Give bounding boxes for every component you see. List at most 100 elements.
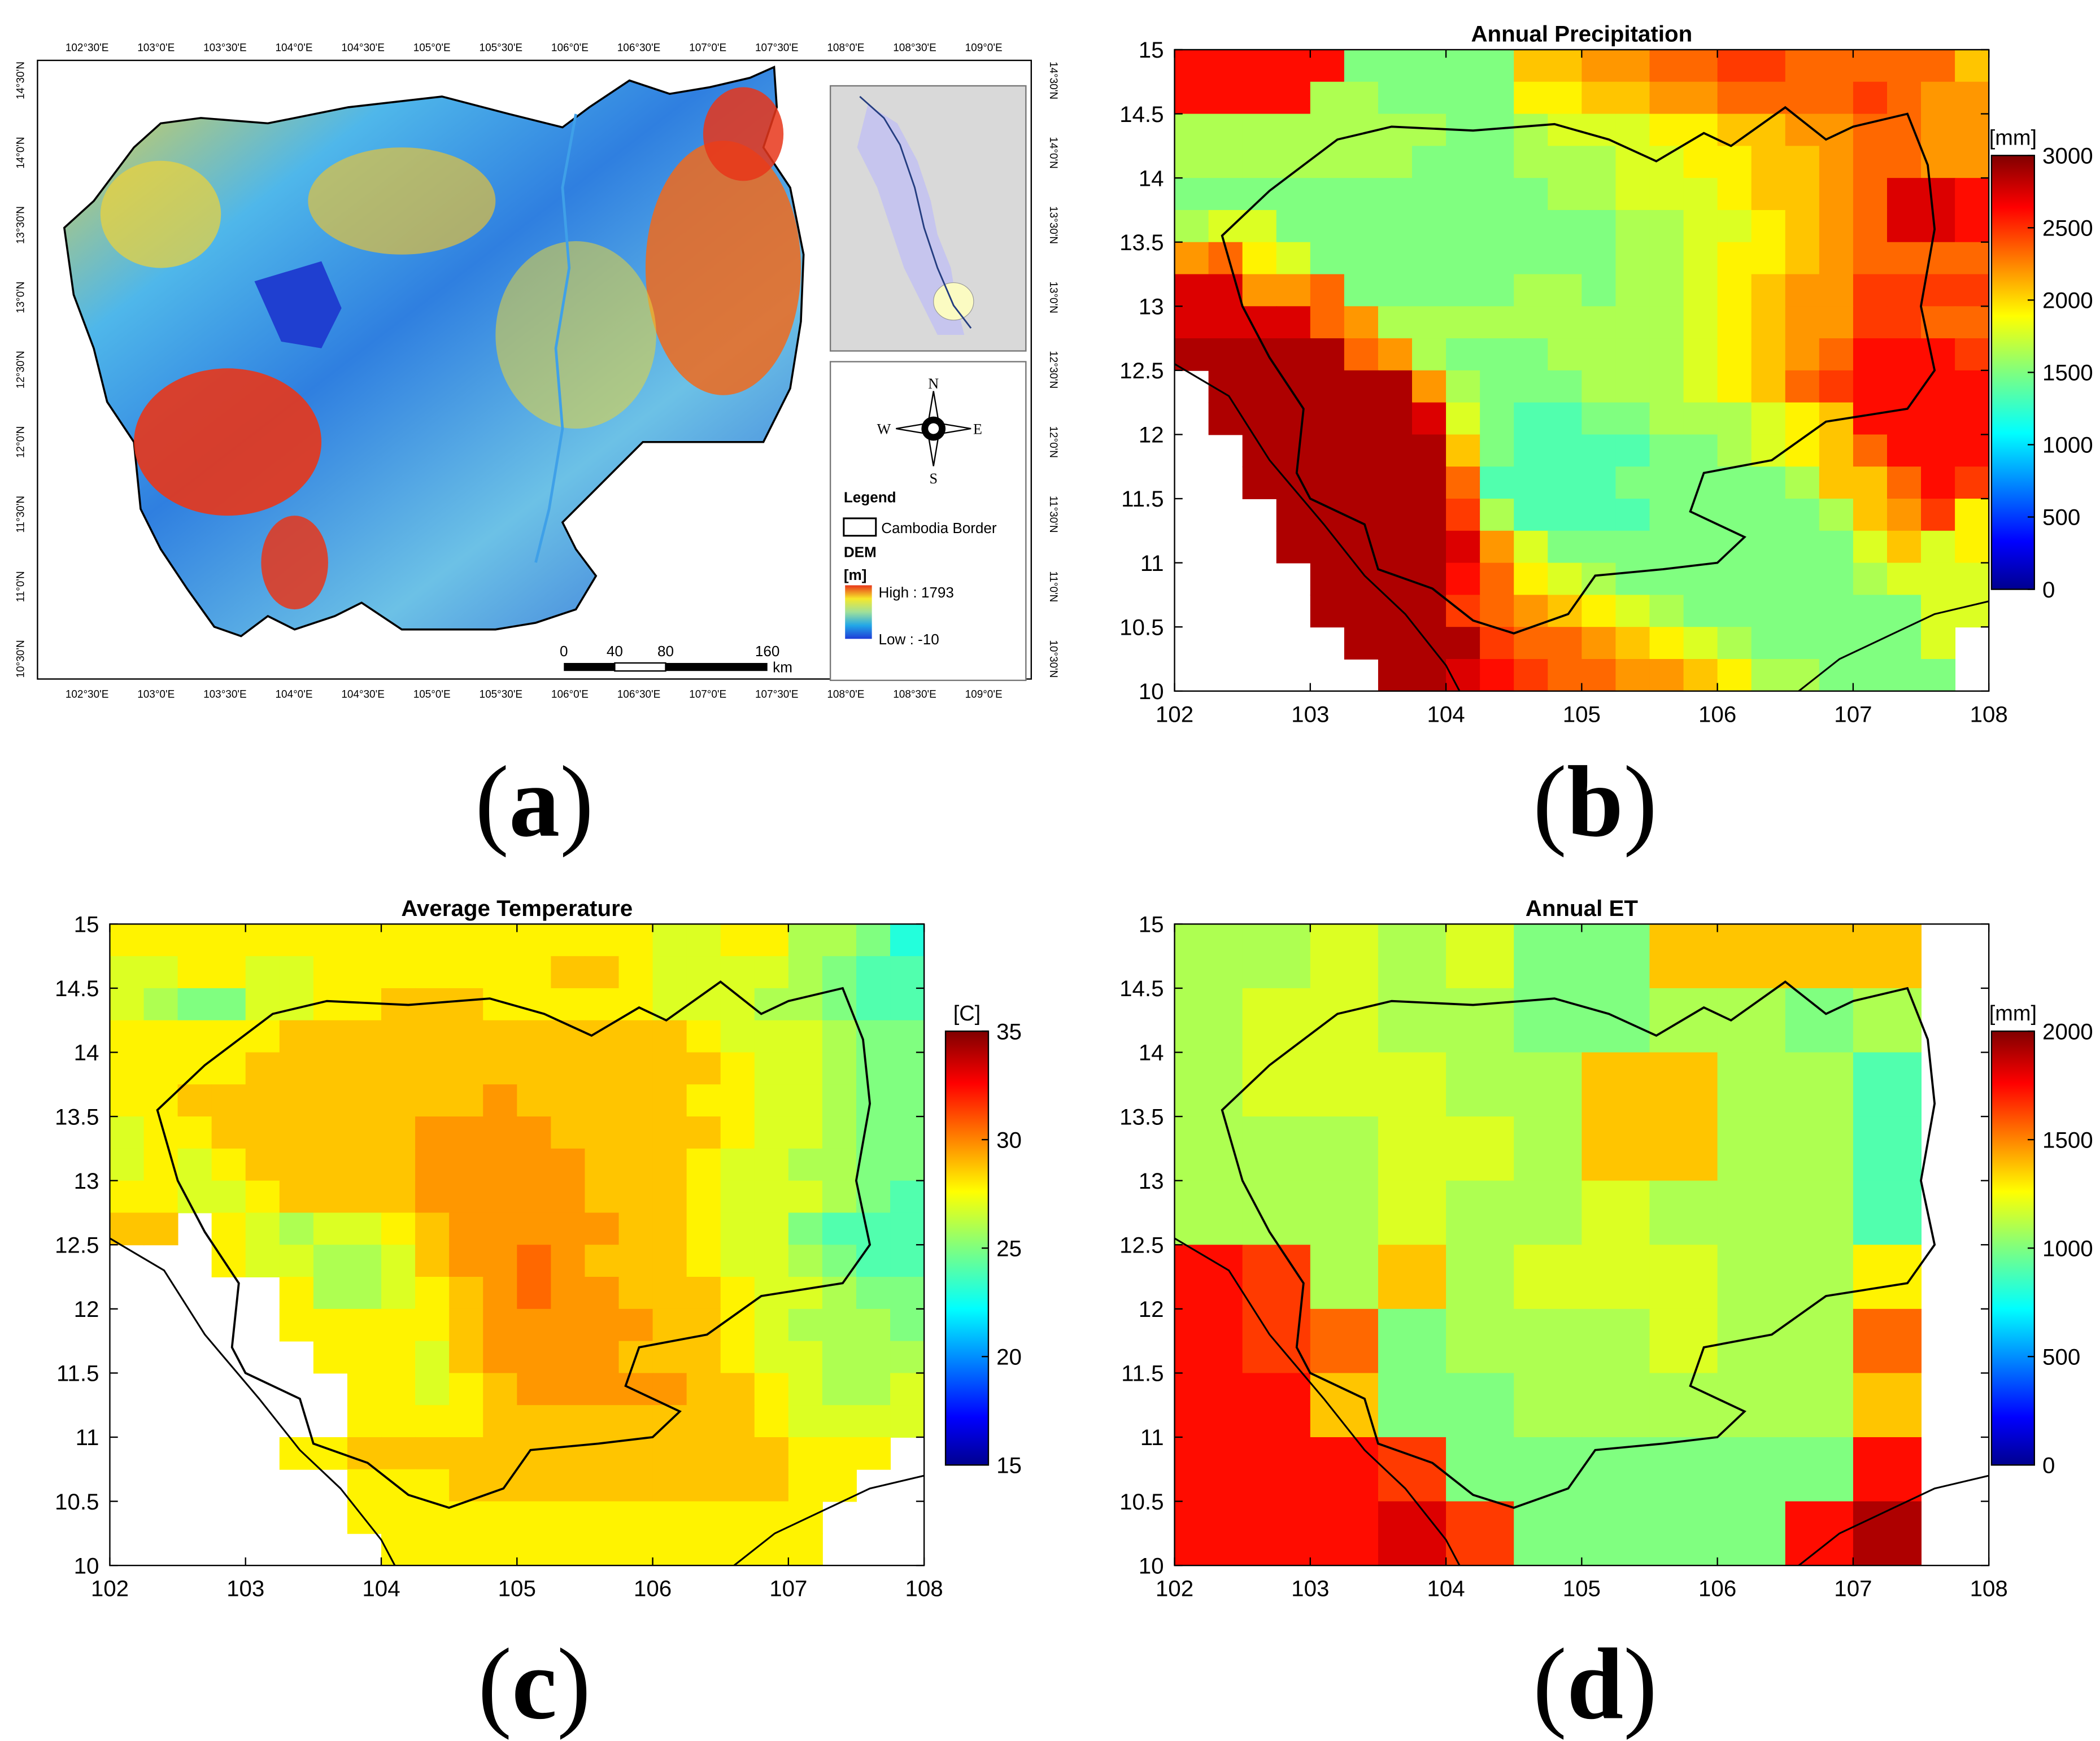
heatmap-cell — [1886, 146, 1922, 179]
heatmap-cell — [1446, 81, 1481, 115]
lat-tick-left: 13°0'N — [15, 281, 27, 313]
heatmap-cell — [1581, 1373, 1650, 1438]
heatmap-cell — [415, 1405, 450, 1438]
heatmap-cell — [1446, 210, 1481, 243]
heatmap-cell — [1174, 988, 1243, 1053]
heatmap-cell — [517, 1308, 552, 1342]
colorbar — [1990, 1030, 2035, 1466]
heatmap-cell — [1683, 210, 1718, 243]
heatmap-cell — [1412, 370, 1447, 403]
heatmap-cell — [1548, 81, 1583, 115]
heatmap-cell — [1581, 306, 1617, 339]
heatmap-cell — [1615, 242, 1650, 275]
lon-tick-bottom: 108°30'E — [893, 689, 936, 701]
compass-e: E — [973, 421, 982, 437]
heatmap-cell — [1344, 466, 1379, 499]
heatmap-cell — [381, 956, 416, 989]
heatmap-cell — [585, 1148, 620, 1181]
legend-dem-high: High : 1793 — [878, 584, 953, 601]
heatmap-cell — [1581, 595, 1617, 628]
heatmap-cell — [1615, 530, 1650, 564]
heatmap-cell — [1955, 530, 1990, 564]
heatmap-cell — [618, 1308, 653, 1342]
heatmap-cell — [1276, 530, 1311, 564]
heatmap-cell — [1242, 210, 1277, 243]
heatmap-cell — [754, 1308, 789, 1342]
heatmap-cell — [381, 1148, 416, 1181]
heatmap-cell — [1514, 114, 1549, 147]
heatmap-cell — [618, 1116, 653, 1149]
heatmap-cell — [686, 1405, 721, 1438]
heatmap-cell — [245, 1052, 280, 1085]
heatmap-cell — [754, 988, 789, 1021]
heatmap-cell — [1649, 338, 1684, 371]
heatmap-cell — [1921, 627, 1956, 660]
cambodia-border — [1221, 980, 1936, 1509]
heatmap-cell — [483, 1116, 518, 1149]
heatmap-cell — [1853, 210, 1888, 243]
heatmap-cell — [1615, 658, 1650, 692]
coastline — [1174, 363, 1461, 691]
y-tick-label: 14 — [1139, 165, 1164, 191]
heatmap-cell — [1853, 306, 1888, 339]
heatmap-cell — [1581, 242, 1617, 275]
heatmap-cell — [1683, 274, 1718, 307]
heatmap-cell — [551, 1405, 586, 1438]
heatmap-cell — [313, 1180, 348, 1214]
heatmap-cell — [1514, 924, 1583, 989]
heatmap-cell — [551, 1084, 586, 1118]
heatmap-cell — [517, 1533, 552, 1567]
y-tick-label: 12.5 — [1119, 1232, 1164, 1258]
heatmap-cell — [1853, 499, 1888, 531]
heatmap-cell — [110, 956, 145, 989]
lon-tick-top: 105°0'E — [413, 42, 451, 54]
heatmap-cell — [856, 924, 891, 957]
heatmap-cell — [890, 1180, 925, 1214]
heatmap-cell — [1785, 466, 1820, 499]
heatmap-cell — [1581, 402, 1617, 435]
heatmap-cell — [1378, 627, 1413, 660]
heatmap-cell — [415, 1373, 450, 1406]
heatmap-cell — [720, 1020, 755, 1053]
heatmap-cell — [686, 1084, 721, 1118]
inset-cambodia — [933, 282, 974, 321]
heatmap-cell — [177, 956, 212, 989]
heatmap-cell — [1242, 1437, 1311, 1502]
heatmap-cell — [1683, 306, 1718, 339]
heatmap-cell — [1819, 370, 1854, 403]
heatmap-cell — [856, 1405, 891, 1438]
lon-tick-bottom: 105°30'E — [480, 689, 523, 701]
heatmap-cell — [1446, 402, 1481, 435]
heatmap-cell — [1717, 49, 1752, 82]
heatmap-cell — [1276, 81, 1311, 115]
heatmap-cell — [1921, 370, 1956, 403]
heatmap-cell — [1615, 466, 1650, 499]
heatmap-cell — [1683, 562, 1718, 596]
heatmap-cell — [1378, 658, 1413, 692]
heatmap-cell — [1853, 274, 1888, 307]
panel-d-annual-et: Annual ET 102 103 104 105 106 107 108 10 10.5 11 11… — [1119, 896, 2093, 1602]
heatmap-cell — [788, 1277, 823, 1310]
heatmap-cell — [1853, 1052, 1922, 1118]
heatmap-cell — [347, 1052, 382, 1085]
heatmap-cell — [1819, 178, 1854, 211]
heatmap-cell — [177, 1116, 212, 1149]
heatmap-cell — [313, 956, 348, 989]
heatmap-cell — [1751, 530, 1786, 564]
legend-dem-unit: [m] — [844, 566, 867, 583]
heatmap-cell — [1548, 210, 1583, 243]
heatmap-cell — [177, 1180, 212, 1214]
heatmap-cell — [1242, 924, 1311, 989]
x-tick-label: 102 — [1156, 701, 1193, 727]
heatmap-cell — [313, 1277, 348, 1310]
heatmap-cell — [686, 1533, 721, 1567]
heatmap-cell — [1242, 49, 1277, 82]
panel-a-dem-map: 102°30'E 103°0'E 103°30'E 104°0'E 104°30'E 10… — [15, 42, 1059, 700]
y-tick-label: 10 — [1139, 679, 1164, 704]
y-tick-label: 11.5 — [56, 1361, 99, 1386]
heatmap-cell — [449, 1148, 484, 1181]
heatmap-cell — [1276, 210, 1311, 243]
heatmap-cell — [890, 956, 925, 989]
heatmap-cell — [1548, 274, 1583, 307]
heatmap-cell — [1955, 306, 1990, 339]
